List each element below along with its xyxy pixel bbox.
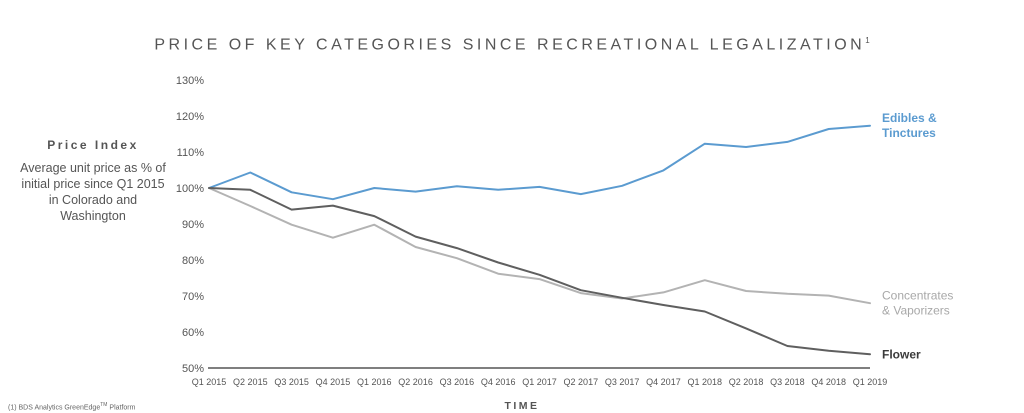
y-tick-labels: 130% 120% 110% 100% 90% 80% 70% 60% 50%	[176, 75, 204, 375]
x-tick-label: Q4 2018	[811, 377, 846, 387]
y-axis-description-block: Price Index Average unit price as % of i…	[18, 138, 168, 224]
y-tick-label: 70%	[182, 291, 204, 303]
x-tick-label: Q2 2017	[564, 377, 599, 387]
y-tick-label: 60%	[182, 327, 204, 339]
x-tick-label: Q4 2016	[481, 377, 516, 387]
series-label-edibles-tinctures: Edibles & Tinctures	[882, 111, 937, 140]
y-tick-label: 90%	[182, 219, 204, 231]
series-line-edibles-tinctures	[208, 124, 871, 201]
y-tick-label: 130%	[176, 75, 204, 87]
series-label-flower: Flower	[882, 347, 921, 361]
x-tick-label: Q1 2018	[687, 377, 722, 387]
x-tick-label: Q4 2017	[646, 377, 681, 387]
series-label-concentrates-vaporizers: Concentrates & Vaporizers	[882, 289, 953, 318]
x-tick-label: Q4 2015	[316, 377, 351, 387]
x-tick-label: Q1 2019	[853, 377, 888, 387]
x-tick-label: Q1 2017	[522, 377, 557, 387]
y-tick-label: 50%	[182, 363, 204, 375]
x-tick-label: Q1 2015	[192, 377, 227, 387]
x-tick-label: Q3 2018	[770, 377, 805, 387]
y-tick-label: 80%	[182, 255, 204, 267]
x-tick-label: Q3 2016	[440, 377, 475, 387]
x-tick-label: Q1 2016	[357, 377, 392, 387]
x-tick-label: Q2 2015	[233, 377, 268, 387]
y-tick-label: 100%	[176, 183, 204, 195]
y-axis-description: Average unit price as % of initial price…	[20, 161, 166, 223]
series-lines	[208, 124, 871, 356]
x-tick-label: Q3 2017	[605, 377, 640, 387]
series-line-flower	[208, 187, 871, 356]
y-axis-title: Price Index	[47, 138, 139, 152]
x-axis-title: TIME	[504, 400, 539, 412]
y-tick-label: 110%	[177, 147, 205, 159]
chart-title: PRICE OF KEY CATEGORIES SINCE RECREATION…	[154, 36, 870, 54]
series-line-concentrates-vaporizers	[208, 187, 871, 305]
x-tick-label: Q2 2018	[729, 377, 764, 387]
series-labels: Edibles & Tinctures Concentrates & Vaporize…	[882, 111, 953, 361]
source-footnote: (1) BDS Analytics GreenEdgeTM Platform	[8, 402, 136, 412]
x-tick-label: Q3 2015	[274, 377, 309, 387]
x-tick-label: Q2 2016	[398, 377, 433, 387]
x-tick-labels: Q1 2015 Q2 2015 Q3 2015 Q4 2015 Q1 2016 Q2 20…	[192, 377, 888, 387]
y-tick-label: 120%	[176, 111, 204, 123]
